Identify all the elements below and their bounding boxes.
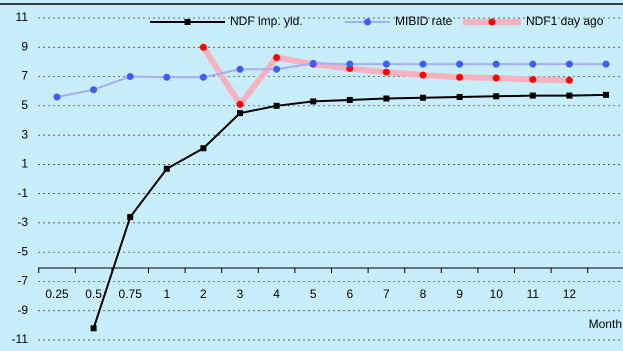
data-point xyxy=(492,60,500,68)
data-point xyxy=(236,65,244,73)
data-point xyxy=(346,60,354,68)
data-point xyxy=(200,145,207,152)
data-point xyxy=(53,93,61,101)
x-tick-label: 10 xyxy=(490,287,504,301)
legend-label: NDF1 day ago xyxy=(526,14,604,28)
series-line xyxy=(56,62,606,99)
x-tick-label: 3 xyxy=(237,287,244,301)
y-tick-label: 5 xyxy=(21,98,28,112)
legend-marker xyxy=(184,19,191,25)
y-tick-label: 3 xyxy=(21,127,28,141)
y-tick-label: 1 xyxy=(21,157,28,171)
data-point xyxy=(529,60,537,68)
x-tick-label: 7 xyxy=(383,287,390,301)
x-axis-label: Month xyxy=(589,317,622,331)
data-point xyxy=(127,214,134,221)
legend-marker xyxy=(488,18,496,26)
x-tick-label: 2 xyxy=(200,287,207,301)
data-point xyxy=(456,73,464,81)
x-tick-label: 0.75 xyxy=(119,287,143,301)
data-point xyxy=(566,92,573,99)
data-point xyxy=(163,165,170,172)
y-tick-label: -9 xyxy=(17,303,28,317)
data-point xyxy=(529,75,537,83)
data-point xyxy=(456,60,464,68)
data-point xyxy=(419,60,427,68)
data-point xyxy=(273,102,280,109)
data-point xyxy=(346,96,353,103)
x-tick-label: 12 xyxy=(563,287,577,301)
data-point xyxy=(565,60,573,68)
data-point xyxy=(492,74,500,82)
x-tick-label: 4 xyxy=(273,287,280,301)
y-tick-label: -3 xyxy=(17,215,28,229)
y-tick-label: 11 xyxy=(16,10,29,24)
x-tick-label: 0.25 xyxy=(45,287,69,301)
data-point xyxy=(126,73,134,81)
legend-marker xyxy=(364,18,371,26)
data-point xyxy=(199,43,207,51)
data-point xyxy=(493,93,500,100)
x-tick-label: 6 xyxy=(346,287,353,301)
data-point xyxy=(382,68,390,76)
y-tick-label: -5 xyxy=(17,244,28,258)
x-tick-label: 9 xyxy=(456,287,463,301)
y-tick-label: -7 xyxy=(17,274,28,288)
x-tick-label: 8 xyxy=(420,287,427,301)
data-point xyxy=(90,325,97,332)
data-point xyxy=(236,100,244,108)
data-point xyxy=(273,65,281,73)
x-tick-label: 1 xyxy=(163,287,170,301)
y-tick-label: 7 xyxy=(21,69,28,83)
data-point xyxy=(237,110,243,117)
y-tick-label: 9 xyxy=(21,39,28,53)
y-tick-label: -1 xyxy=(17,186,28,200)
data-point xyxy=(602,60,610,68)
legend-label: MIBID rate xyxy=(395,14,453,28)
data-point xyxy=(419,71,427,79)
x-tick-label: 0.5 xyxy=(85,287,102,301)
data-point xyxy=(382,60,390,68)
data-point xyxy=(603,91,609,98)
x-tick-label: 11 xyxy=(527,287,540,301)
data-point xyxy=(309,59,317,67)
data-point xyxy=(273,54,281,62)
data-point xyxy=(383,95,390,102)
data-point xyxy=(529,92,536,99)
data-point xyxy=(90,86,98,94)
data-point xyxy=(199,73,207,81)
y-tick-label: -11 xyxy=(12,332,29,346)
data-point xyxy=(565,76,573,84)
data-point xyxy=(310,98,317,105)
legend-label: NDF imp. yld. xyxy=(230,14,303,28)
data-point xyxy=(163,73,171,81)
data-point xyxy=(456,94,463,101)
x-tick-label: 5 xyxy=(310,287,317,301)
data-point xyxy=(420,94,426,101)
